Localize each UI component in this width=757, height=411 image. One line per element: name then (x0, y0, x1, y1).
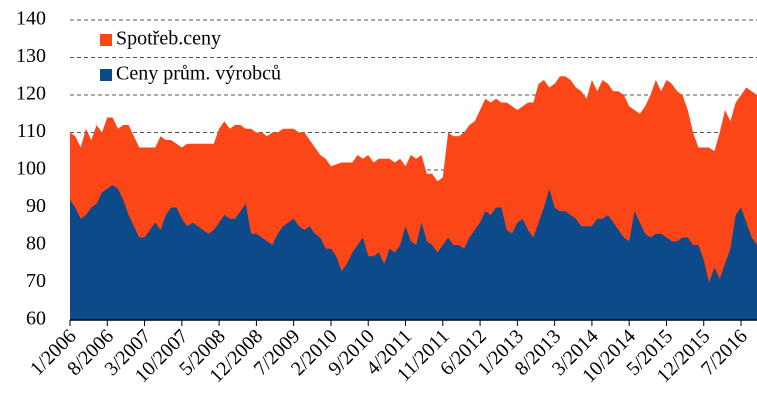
y-tick-label: 110 (17, 120, 46, 142)
legend-swatch (100, 69, 112, 81)
legend-swatch (100, 34, 112, 46)
y-tick-label: 130 (16, 45, 46, 67)
y-tick-label: 80 (26, 233, 46, 255)
y-tick-label: 140 (16, 8, 46, 30)
y-tick-label: 60 (26, 308, 46, 330)
y-tick-label: 70 (26, 270, 46, 292)
legend-label: Ceny prům. výrobců (116, 63, 281, 85)
y-tick-label: 100 (16, 158, 46, 180)
area (70, 185, 757, 320)
y-tick-label: 90 (26, 195, 46, 217)
y-tick-label: 120 (16, 83, 46, 105)
legend-label: Spotřeb.ceny (116, 28, 221, 50)
